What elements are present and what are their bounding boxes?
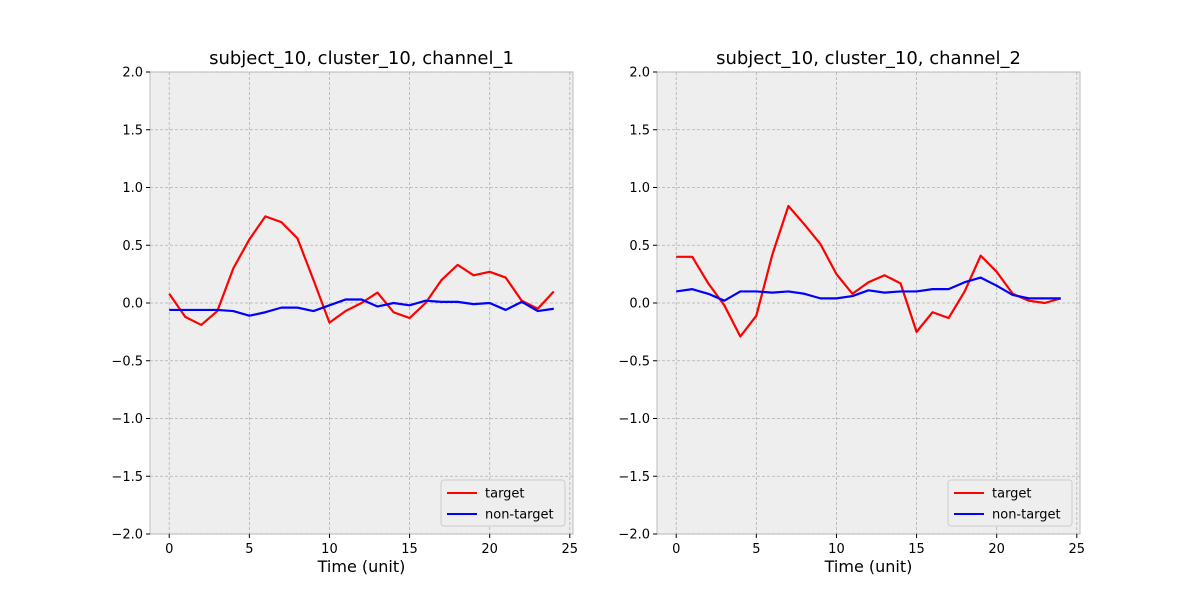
legend: target non-target bbox=[947, 479, 1073, 527]
y-tick-label: −1.5 bbox=[618, 470, 650, 485]
x-tick-label: 15 bbox=[908, 542, 925, 557]
x-tick-label: 5 bbox=[245, 542, 253, 557]
y-tick-label: 1.5 bbox=[629, 123, 650, 138]
series-lines bbox=[168, 215, 555, 327]
y-tick-label: 2.0 bbox=[629, 66, 650, 81]
x-tick-label: 0 bbox=[672, 542, 680, 557]
legend: target non-target bbox=[440, 479, 566, 527]
x-tick-label: 10 bbox=[828, 542, 845, 557]
series-line-target bbox=[676, 204, 1062, 338]
y-tick-label: −1.0 bbox=[618, 412, 650, 427]
legend-label-non-target: non-target bbox=[992, 508, 1061, 523]
y-tick-label: 2.0 bbox=[122, 66, 143, 81]
series-line-non-target bbox=[169, 298, 554, 317]
chart-panel-channel-1: 0 5 10 15 20 25 −2.0 −1.5 −1.0 −0.5 0.0 0.5 1.0 1.5 2.… bbox=[111, 48, 578, 576]
series-line-non-target bbox=[676, 276, 1061, 302]
y-tick-label: 0.0 bbox=[629, 297, 650, 312]
axis-ticks: 0 5 10 15 20 25 −2.0 −1.5 −1.0 −0.5 0.0 0.5 1.0 1.5 2.… bbox=[111, 66, 578, 558]
chart-panel-channel-2: 0 5 10 15 20 25 −2.0 −1.5 −1.0 −0.5 0.0 0.5 1.0 1.5 2.… bbox=[618, 48, 1085, 576]
axis-ticks: 0 5 10 15 20 25 −2.0 −1.5 −1.0 −0.5 0.0 0.5 1.0 1.5 2.… bbox=[618, 66, 1085, 558]
series-line-target bbox=[168, 215, 555, 327]
series-lines bbox=[676, 204, 1062, 338]
chart-title: subject_10, cluster_10, channel_1 bbox=[209, 48, 514, 69]
x-tick-label: 25 bbox=[1069, 542, 1086, 557]
y-tick-label: 1.5 bbox=[122, 123, 143, 138]
y-tick-label: −0.5 bbox=[618, 354, 650, 369]
x-tick-label: 20 bbox=[988, 542, 1005, 557]
legend-label-target: target bbox=[992, 487, 1032, 502]
y-tick-label: −2.0 bbox=[111, 528, 143, 543]
legend-label-non-target: non-target bbox=[485, 508, 554, 523]
y-tick-label: 1.0 bbox=[122, 181, 143, 196]
legend-label-target: target bbox=[485, 487, 525, 502]
y-tick-label: 0.5 bbox=[629, 239, 650, 254]
x-tick-label: 20 bbox=[481, 542, 498, 557]
grid-lines bbox=[657, 71, 1080, 535]
x-tick-label: 0 bbox=[165, 542, 173, 557]
x-tick-label: 5 bbox=[752, 542, 760, 557]
y-tick-label: −1.0 bbox=[111, 412, 143, 427]
x-tick-label: 25 bbox=[562, 542, 579, 557]
x-tick-label: 10 bbox=[321, 542, 338, 557]
y-tick-label: −2.0 bbox=[618, 528, 650, 543]
x-tick-label: 15 bbox=[401, 542, 418, 557]
y-tick-label: 1.0 bbox=[629, 181, 650, 196]
x-axis-label: Time (unit) bbox=[317, 557, 406, 576]
y-tick-label: 0.0 bbox=[122, 297, 143, 312]
y-tick-label: −0.5 bbox=[111, 354, 143, 369]
chart-title: subject_10, cluster_10, channel_2 bbox=[716, 48, 1021, 69]
y-tick-label: −1.5 bbox=[111, 470, 143, 485]
x-axis-label: Time (unit) bbox=[824, 557, 913, 576]
y-tick-label: 0.5 bbox=[122, 239, 143, 254]
